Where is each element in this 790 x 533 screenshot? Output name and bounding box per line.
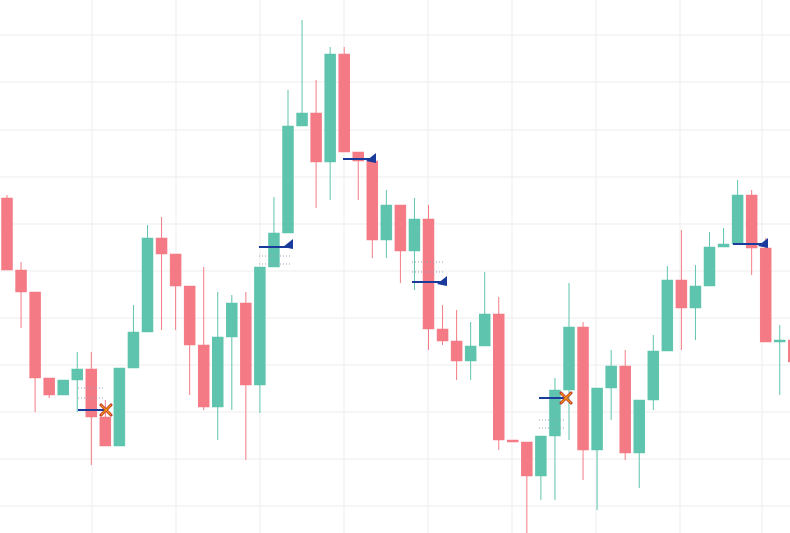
candle-body <box>788 339 790 363</box>
candle-body <box>731 194 744 245</box>
candle-body <box>15 269 27 293</box>
marker-triangle <box>283 153 768 286</box>
candle-body <box>759 247 772 343</box>
candle-body <box>380 204 393 241</box>
candle-body <box>577 326 589 451</box>
candle-body <box>745 194 758 249</box>
candle-body <box>661 279 674 352</box>
candle-body <box>464 345 477 362</box>
candle-body <box>296 112 308 127</box>
candle-body <box>155 237 168 255</box>
candle-body <box>478 313 491 347</box>
candle-body <box>29 291 41 379</box>
candle-body <box>675 279 688 309</box>
candle-body <box>717 243 730 248</box>
candle-body <box>169 253 182 287</box>
candle-body <box>99 416 112 447</box>
candle-body <box>197 344 210 408</box>
candle-body <box>521 441 533 477</box>
candle-body <box>324 53 336 163</box>
candle-body <box>254 266 266 386</box>
candle-body <box>774 339 786 343</box>
candle-body <box>310 112 322 163</box>
candle-body <box>127 331 140 369</box>
candles <box>1 20 790 533</box>
candle-body <box>493 313 505 441</box>
candle-body <box>240 302 252 386</box>
candle-body <box>366 160 379 241</box>
candle-body <box>57 379 69 396</box>
candle-body <box>113 367 126 447</box>
candle-body <box>605 365 617 389</box>
candle-body <box>689 285 702 309</box>
candle-body <box>450 340 463 362</box>
candle-body <box>549 389 561 437</box>
candle-body <box>226 302 238 338</box>
candle-body <box>535 435 547 477</box>
candle-body <box>183 285 196 346</box>
candle-body <box>71 368 83 381</box>
candle-body <box>619 365 631 454</box>
candle-body <box>408 218 421 252</box>
marker-dotted <box>78 255 565 429</box>
candle-body <box>212 336 224 408</box>
candle-body <box>591 387 603 451</box>
candle-body <box>647 350 660 401</box>
candle-body <box>85 368 98 418</box>
candle-body <box>352 151 364 162</box>
marker-exit-inner <box>100 392 572 416</box>
candle-body <box>507 439 519 443</box>
candle-body <box>338 53 350 153</box>
candle-body <box>268 232 280 268</box>
candle-body <box>141 237 154 333</box>
candle-body <box>43 377 55 396</box>
candle-body <box>394 204 407 252</box>
candle-body <box>282 125 294 234</box>
candle-body <box>633 399 645 454</box>
candle-body <box>422 218 435 330</box>
candle-body <box>1 197 13 271</box>
candle-body <box>703 246 716 287</box>
candle-body <box>436 328 449 342</box>
candle-body <box>563 326 575 391</box>
order-markers <box>78 153 768 429</box>
